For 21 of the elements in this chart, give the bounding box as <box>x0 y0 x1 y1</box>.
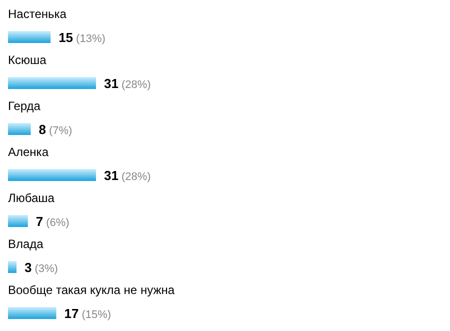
y-tick-label: Ксюша <box>8 53 47 67</box>
bar <box>8 307 56 319</box>
data-label: 31 (28%) <box>104 76 151 91</box>
y-tick-label: Аленка <box>8 145 49 159</box>
data-label: 8 (7%) <box>38 122 72 137</box>
bar <box>8 31 51 43</box>
bar <box>8 123 31 135</box>
y-tick-label: Герда <box>8 99 41 113</box>
y-tick-label: Настенька <box>8 7 67 21</box>
data-label: 7 (6%) <box>36 214 70 229</box>
y-tick-label: Любаша <box>8 191 55 205</box>
bar <box>8 261 17 273</box>
data-label: 3 (3%) <box>24 260 58 275</box>
y-tick-label: Влада <box>8 237 44 251</box>
bar <box>8 215 28 227</box>
data-label: 15 (13%) <box>58 30 106 45</box>
data-label: 17 (15%) <box>64 306 112 321</box>
bar <box>8 169 96 181</box>
bar <box>8 77 96 89</box>
data-label: 31 (28%) <box>104 168 151 183</box>
y-tick-label: Вообще такая кукла не нужна <box>8 283 175 297</box>
